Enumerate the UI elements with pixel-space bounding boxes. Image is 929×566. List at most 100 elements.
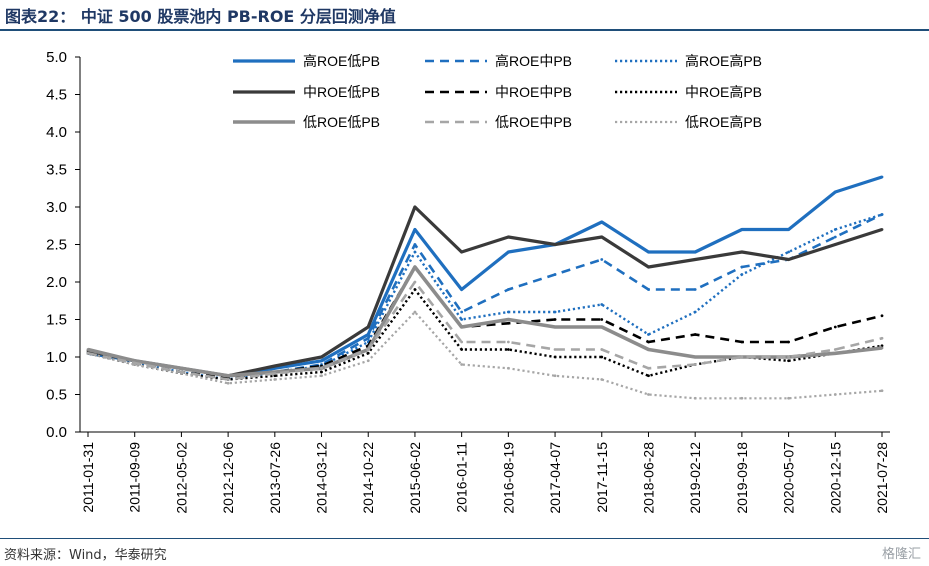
y-tick-label: 2.0: [46, 274, 67, 291]
legend-label: 低ROE中PB: [495, 114, 572, 130]
x-tick-label: 2014-03-12: [314, 442, 330, 514]
data-point: [880, 213, 884, 216]
data-point: [693, 258, 697, 261]
data-point: [553, 243, 557, 246]
x-tick-label: 2019-09-18: [734, 442, 750, 514]
x-tick-label: 2020-05-07: [781, 442, 797, 514]
series-line: [87, 265, 883, 378]
legend-item-3: 高ROE高PB: [615, 53, 762, 69]
data-point: [460, 310, 464, 314]
series-2: [86, 213, 884, 380]
data-point: [600, 318, 604, 321]
x-tick-label: 2016-08-19: [500, 442, 516, 514]
data-point: [787, 359, 790, 363]
data-point: [553, 273, 557, 276]
data-point: [553, 318, 557, 321]
series-line: [87, 288, 883, 381]
y-tick-label: 0.0: [46, 424, 67, 441]
data-point: [647, 348, 650, 351]
data-point: [553, 310, 557, 314]
data-point: [413, 310, 417, 314]
series-9: [86, 310, 884, 400]
data-point: [366, 359, 370, 363]
data-point: [740, 355, 744, 359]
data-point: [740, 250, 744, 254]
data-point: [647, 333, 650, 336]
series-4: [86, 205, 884, 378]
legend-label: 高ROE中PB: [495, 53, 572, 69]
data-point: [880, 175, 884, 179]
data-point: [647, 288, 650, 291]
series-line: [87, 175, 883, 378]
data-point: [693, 310, 697, 314]
data-point: [693, 396, 697, 400]
data-point: [413, 250, 417, 254]
data-point: [413, 265, 417, 269]
data-point: [600, 325, 604, 329]
data-point: [740, 265, 744, 269]
data-point: [600, 303, 604, 306]
series-1: [86, 175, 884, 378]
data-point: [600, 235, 604, 239]
y-tick-label: 4.0: [46, 124, 67, 141]
data-point: [740, 273, 744, 276]
title-divider: [0, 29, 929, 31]
data-point: [693, 288, 697, 291]
watermark: 格隆汇: [881, 547, 921, 562]
data-point: [693, 363, 697, 366]
y-tick-label: 3.0: [46, 199, 67, 216]
axes: 0.0 0.5 1.0 1.5 2.0 2.5 3.0 3.5 4.0 4.5 5.0 2011-01…: [46, 49, 890, 514]
x-tick-label: 2012-05-02: [173, 442, 189, 514]
data-point: [180, 372, 183, 375]
x-tick-label: 2017-04-07: [547, 442, 563, 514]
data-point: [647, 250, 650, 254]
legend-label: 低ROE低PB: [303, 114, 380, 130]
data-point: [787, 340, 790, 344]
data-point: [273, 378, 277, 381]
data-point: [460, 348, 464, 351]
data-point: [506, 318, 510, 321]
x-tick-label: 2018-06-28: [640, 442, 656, 514]
legend-item-1: 高ROE低PB: [233, 53, 380, 69]
legend: 高ROE低PB 高ROE中PB 高ROE高PB 中ROE低PB 中ROE中PB 中ROE高…: [233, 53, 762, 130]
legend-item-8: 低ROE中PB: [425, 114, 572, 130]
data-point: [320, 359, 323, 363]
series-line: [87, 280, 883, 381]
data-point: [86, 348, 90, 351]
data-point: [320, 374, 323, 378]
series-line: [87, 310, 883, 400]
data-point: [86, 351, 90, 355]
data-point: [600, 355, 604, 359]
data-point: [647, 366, 650, 370]
data-point: [787, 258, 790, 261]
data-point: [740, 228, 744, 231]
series-line: [87, 213, 883, 380]
data-point: [600, 378, 604, 381]
data-point: [600, 258, 604, 261]
y-tick-label: 0.5: [46, 387, 67, 404]
data-point: [880, 228, 884, 231]
data-point: [366, 336, 370, 340]
data-point: [553, 355, 557, 359]
data-point: [226, 374, 230, 378]
data-point: [880, 389, 884, 393]
chart-title: 图表22： 中证 500 股票池内 PB-ROE 分层回测净值: [5, 7, 396, 26]
data-point: [413, 288, 417, 291]
data-point: [506, 235, 510, 239]
data-point: [833, 228, 837, 231]
y-tick-label: 1.5: [46, 312, 67, 329]
data-point: [273, 374, 277, 378]
data-point: [880, 336, 884, 340]
data-point: [366, 348, 370, 351]
data-point: [180, 366, 183, 370]
data-point: [506, 321, 510, 325]
data-point: [226, 381, 230, 385]
data-point: [833, 235, 837, 239]
x-tick-label: 2017-11-15: [594, 442, 610, 513]
data-point: [553, 348, 557, 351]
data-point: [647, 374, 650, 378]
x-tick-label: 2011-09-09: [127, 442, 143, 513]
data-point: [833, 348, 837, 351]
data-point: [600, 348, 604, 351]
x-tick-label: 2016-01-11: [454, 442, 470, 513]
